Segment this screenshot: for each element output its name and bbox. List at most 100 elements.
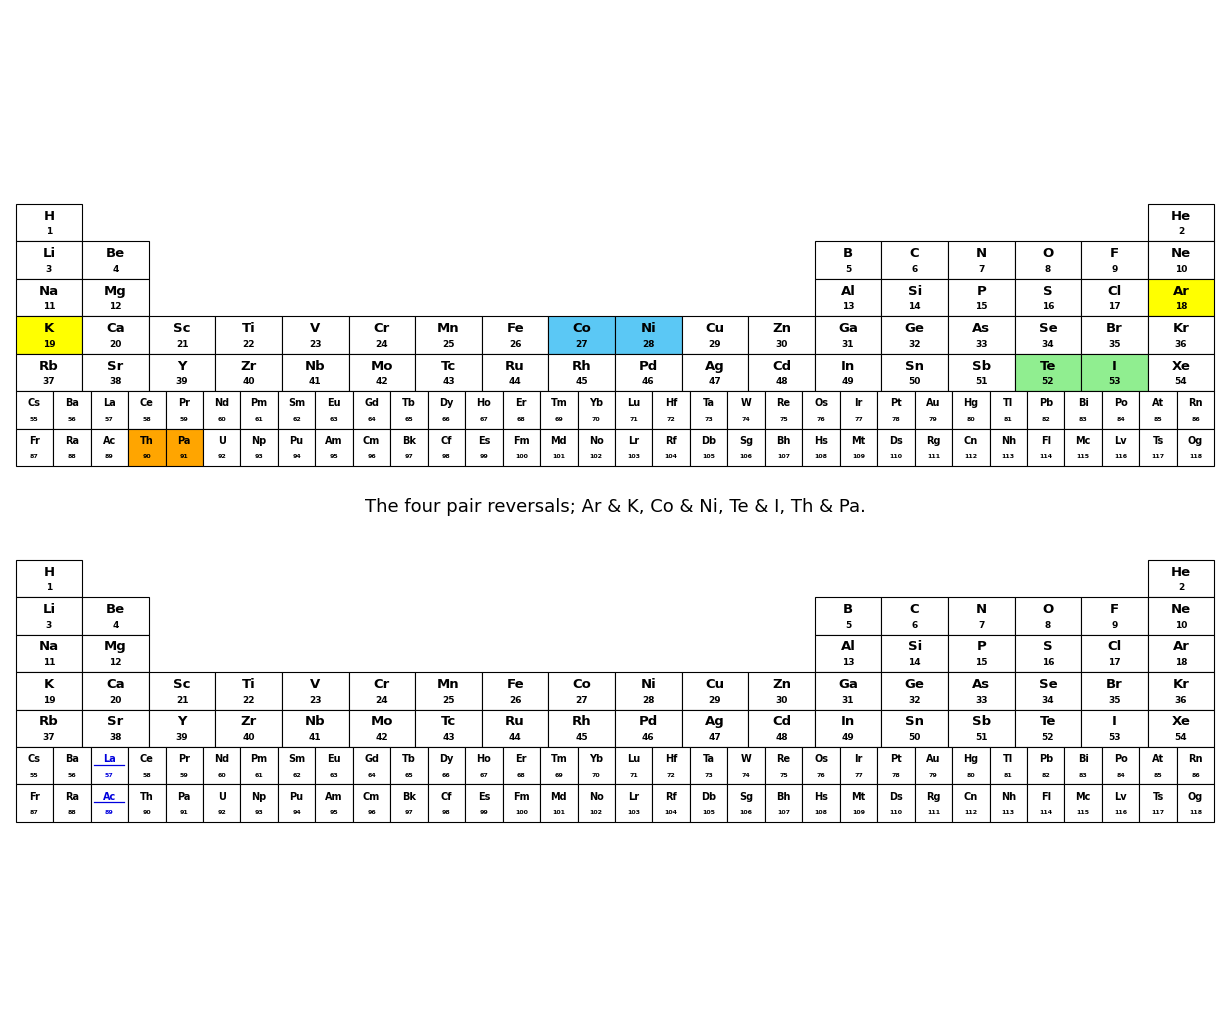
Text: Yb: Yb — [589, 754, 604, 764]
Text: 92: 92 — [218, 454, 226, 459]
Text: Ho: Ho — [476, 754, 491, 764]
Text: 99: 99 — [480, 810, 488, 815]
Bar — [166, 747, 203, 785]
Bar — [1177, 785, 1214, 822]
Bar — [16, 354, 82, 391]
Bar — [690, 391, 727, 428]
Text: 29: 29 — [708, 339, 721, 349]
Text: 68: 68 — [517, 773, 525, 778]
Text: Sr: Sr — [107, 360, 124, 373]
Text: 52: 52 — [1042, 733, 1054, 742]
Text: Sc: Sc — [173, 678, 191, 691]
Text: Cr: Cr — [374, 678, 390, 691]
Text: 36: 36 — [1175, 696, 1187, 704]
Bar — [1102, 428, 1139, 466]
Bar — [128, 785, 166, 822]
Bar — [615, 672, 681, 709]
Text: 114: 114 — [1039, 810, 1053, 815]
Text: V: V — [310, 322, 321, 335]
Text: Ca: Ca — [106, 678, 125, 691]
Text: Tb: Tb — [402, 754, 416, 764]
Bar — [615, 785, 652, 822]
Text: Lr: Lr — [629, 792, 640, 802]
Text: Cs: Cs — [28, 754, 41, 764]
Text: 63: 63 — [330, 417, 338, 422]
Text: Lu: Lu — [627, 754, 641, 764]
Bar — [82, 672, 149, 709]
Text: 6: 6 — [911, 265, 918, 274]
Bar — [877, 785, 915, 822]
Bar — [91, 428, 128, 466]
Bar — [416, 672, 482, 709]
Text: 61: 61 — [255, 417, 263, 422]
Bar — [681, 709, 748, 747]
Text: Hf: Hf — [665, 754, 678, 764]
Text: 63: 63 — [330, 773, 338, 778]
Bar — [549, 672, 615, 709]
Text: Fe: Fe — [507, 678, 524, 691]
Bar — [503, 747, 540, 785]
Text: Pb: Pb — [1038, 399, 1053, 409]
Text: V: V — [310, 678, 321, 691]
Bar — [353, 428, 390, 466]
Text: Ba: Ba — [65, 399, 79, 409]
Bar — [1081, 672, 1148, 709]
Text: Mt: Mt — [851, 436, 866, 446]
Text: Ce: Ce — [140, 399, 154, 409]
Bar — [1015, 354, 1081, 391]
Text: 39: 39 — [176, 733, 188, 742]
Bar — [240, 391, 278, 428]
Bar — [727, 747, 765, 785]
Text: Fr: Fr — [30, 436, 39, 446]
Text: 101: 101 — [552, 810, 566, 815]
Bar — [315, 391, 353, 428]
Text: 107: 107 — [777, 454, 790, 459]
Text: Cu: Cu — [705, 322, 724, 335]
Text: Bi: Bi — [1077, 399, 1089, 409]
Text: 108: 108 — [814, 810, 828, 815]
Bar — [1148, 241, 1214, 279]
Bar — [315, 747, 353, 785]
Text: Br: Br — [1106, 678, 1123, 691]
Text: 100: 100 — [515, 810, 528, 815]
Text: 17: 17 — [1108, 658, 1121, 667]
Text: Al: Al — [840, 284, 856, 297]
Text: Og: Og — [1188, 792, 1203, 802]
Text: 79: 79 — [929, 773, 937, 778]
Bar — [166, 391, 203, 428]
Text: Xe: Xe — [1172, 715, 1191, 729]
Text: 18: 18 — [1175, 303, 1187, 312]
Text: 9: 9 — [1111, 620, 1118, 630]
Text: 82: 82 — [1042, 417, 1050, 422]
Text: 118: 118 — [1189, 810, 1202, 815]
Text: 107: 107 — [777, 810, 790, 815]
Text: 53: 53 — [1108, 377, 1121, 386]
Bar — [578, 785, 615, 822]
Bar — [615, 428, 652, 466]
Text: Tc: Tc — [440, 360, 456, 373]
Text: Ag: Ag — [705, 715, 724, 729]
Text: Bk: Bk — [402, 436, 416, 446]
Text: 44: 44 — [509, 733, 522, 742]
Bar — [390, 428, 428, 466]
Text: 40: 40 — [242, 733, 255, 742]
Text: O: O — [1042, 247, 1053, 261]
Text: 46: 46 — [642, 733, 654, 742]
Text: 54: 54 — [1175, 733, 1187, 742]
Text: Ra: Ra — [65, 436, 79, 446]
Text: Te: Te — [1039, 715, 1057, 729]
Text: 54: 54 — [1175, 377, 1187, 386]
Text: 111: 111 — [927, 810, 940, 815]
Text: Er: Er — [515, 399, 528, 409]
Bar — [16, 391, 53, 428]
Text: Pm: Pm — [251, 754, 268, 764]
Text: Ag: Ag — [705, 360, 724, 373]
Text: Db: Db — [701, 436, 716, 446]
Bar — [549, 709, 615, 747]
Text: 114: 114 — [1039, 454, 1053, 459]
Text: Pa: Pa — [177, 436, 191, 446]
Bar — [1027, 391, 1064, 428]
Bar — [681, 672, 748, 709]
Text: 31: 31 — [841, 696, 855, 704]
Bar — [203, 428, 240, 466]
